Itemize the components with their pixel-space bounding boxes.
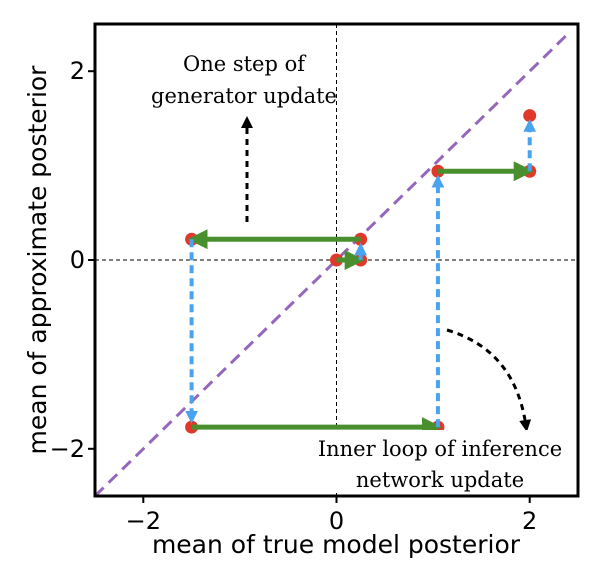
inference-annotation-line2: network update	[356, 468, 524, 492]
generator-annotation-line2: generator update	[151, 84, 337, 108]
y-tick-label-2: 2	[70, 57, 85, 85]
identity-diagonal-line	[95, 32, 570, 496]
points-layer	[185, 109, 537, 434]
y-tick-label-1: 0	[70, 246, 85, 274]
generator-annotation: One step of generator update	[151, 52, 337, 222]
inference-annotation-line1: Inner loop of inference	[318, 437, 562, 461]
data-point-8	[523, 109, 537, 123]
x-tick-label-1: 0	[329, 507, 344, 535]
x-tick-label-2: 2	[522, 507, 537, 535]
generator-annotation-line1: One step of	[183, 52, 307, 76]
inference-annotation: Inner loop of inference network update	[312, 328, 572, 492]
x-tick-label-0: −2	[126, 507, 161, 535]
y-axis-label: mean of approximate posterior	[23, 65, 52, 455]
ticks-layer: −2 0 2 −2 0 2	[50, 57, 538, 535]
inference-annotation-bg	[312, 430, 572, 492]
inference-annotation-arrow	[446, 328, 532, 432]
arrows-layer	[185, 118, 537, 438]
x-axis-label: mean of true model posterior	[152, 530, 521, 559]
y-tick-label-0: −2	[50, 435, 85, 463]
